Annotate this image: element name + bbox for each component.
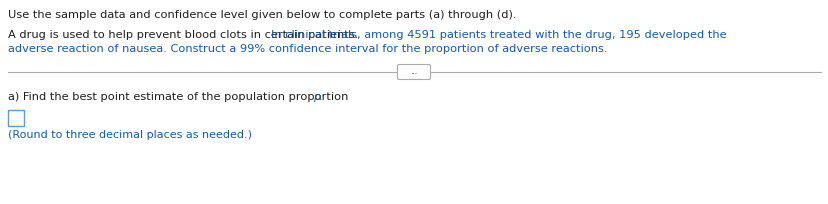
Text: a) Find the best point estimate of the population proportion: a) Find the best point estimate of the p…: [8, 92, 352, 102]
Text: p: p: [313, 92, 320, 102]
Text: In clinical trials, among 4591 patients treated with the drug, 195 developed the: In clinical trials, among 4591 patients …: [271, 30, 726, 40]
Text: A drug is used to help prevent blood clots in certain patients.: A drug is used to help prevent blood clo…: [8, 30, 362, 40]
Text: (Round to three decimal places as needed.): (Round to three decimal places as needed…: [8, 130, 252, 140]
FancyBboxPatch shape: [8, 110, 24, 126]
Text: Use the sample data and confidence level given below to complete parts (a) throu: Use the sample data and confidence level…: [8, 10, 516, 20]
Text: .: .: [318, 92, 322, 102]
FancyBboxPatch shape: [397, 64, 430, 80]
Text: adverse reaction of nausea. Construct a 99% confidence interval for the proporti: adverse reaction of nausea. Construct a …: [8, 44, 607, 54]
Text: ...: ...: [410, 68, 417, 76]
